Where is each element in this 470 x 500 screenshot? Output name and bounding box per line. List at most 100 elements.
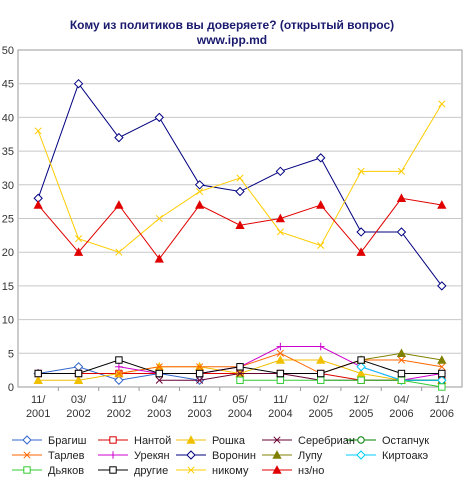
legend-label: Тарлев (48, 450, 85, 462)
data-point (195, 369, 204, 378)
legend-label: другие (134, 465, 168, 477)
data-point-stroke (155, 363, 163, 371)
data-point (235, 186, 245, 197)
x-tick-label: 11/2003 (187, 394, 211, 420)
x-tick-label: 11/2006 (430, 394, 454, 420)
legend-item: Воронин (176, 450, 256, 462)
data-point-stroke (276, 349, 284, 357)
y-axis: 0 5 10 15 20 25 30 35 40 45 50 (2, 45, 14, 394)
data-point (114, 132, 124, 143)
data-point-stroke (236, 174, 244, 182)
data-point (194, 180, 205, 190)
data-point (317, 369, 325, 378)
legend-marker-stroke (23, 451, 31, 459)
data-point-stroke (155, 214, 163, 223)
x-tick-label: 04/2006 (389, 394, 413, 420)
legend-marker (272, 450, 282, 459)
data-point (196, 187, 204, 196)
data-point-stroke (357, 167, 365, 175)
data-point (437, 281, 447, 291)
data-point-stroke (438, 100, 446, 108)
data-point (74, 369, 83, 378)
data-point-stroke (196, 187, 204, 196)
legend-marker (23, 466, 31, 474)
data-point (397, 356, 406, 364)
x-tick-label: 11/2002 (107, 394, 131, 420)
data-point (276, 349, 284, 357)
data-point (155, 363, 163, 371)
data-point-stroke (196, 363, 204, 371)
legend-marker (22, 435, 32, 445)
legend-marker (109, 451, 117, 459)
x-tick-label: 05/2004 (228, 394, 252, 420)
y-tick-label: 45 (2, 79, 14, 91)
data-point (438, 369, 446, 378)
y-tick-label: 10 (2, 315, 14, 327)
legend-label: Серебриан (298, 435, 355, 447)
data-point (438, 100, 446, 108)
data-point (196, 363, 204, 371)
y-tick-label: 30 (2, 180, 14, 192)
legend-label: Воронин (212, 450, 256, 462)
data-point (437, 355, 447, 364)
plot-area (17, 49, 463, 388)
legend-marker (186, 450, 196, 460)
data-point (438, 363, 446, 371)
data-point (397, 167, 406, 175)
legend-label: Брагиш (48, 435, 87, 447)
data-point (73, 247, 84, 256)
legend-marker (109, 436, 117, 444)
legend-label: Рошка (212, 435, 246, 447)
data-point-stroke (397, 356, 406, 364)
series-10 (236, 376, 446, 391)
data-point (357, 167, 365, 175)
legend-item: Брагиш (12, 435, 87, 447)
data-point (154, 112, 164, 123)
series-line (240, 379, 442, 388)
legend-item: Нантой (98, 435, 171, 447)
data-point (33, 375, 43, 384)
data-point-stroke (155, 376, 163, 384)
legend-marker (357, 436, 365, 444)
legend-item: никому (176, 465, 249, 477)
data-point-stroke (317, 241, 325, 250)
series-7 (33, 78, 447, 291)
chart-subtitle: www.ipp.md (196, 33, 267, 47)
data-point (34, 127, 42, 135)
legend-marker (186, 435, 196, 444)
legend-item: другие (98, 465, 168, 477)
chart-title: Кому из политиков вы доверяете? (открыты… (70, 18, 394, 32)
legend-marker (187, 466, 195, 474)
data-point (438, 383, 446, 391)
y-tick-label: 15 (2, 281, 14, 293)
y-tick-label: 0 (8, 382, 14, 394)
data-point (155, 369, 163, 378)
data-point (236, 369, 244, 378)
data-point (115, 248, 123, 256)
legend-label: Лупу (298, 450, 323, 462)
series-11 (34, 356, 446, 378)
y-tick-label: 40 (2, 112, 14, 124)
data-point (276, 342, 285, 351)
data-point (115, 356, 123, 364)
x-axis: 11/2001 03/2002 11/2002 04/2003 11/2003 05/20… (26, 387, 454, 420)
data-point-stroke (115, 248, 123, 256)
data-point (357, 376, 365, 384)
data-point (115, 362, 123, 371)
legend-label: Нантой (134, 435, 171, 447)
data-point-stroke (276, 228, 284, 236)
legend-item: Тарлев (12, 450, 85, 462)
legend-label: Дьяков (48, 465, 84, 477)
legend-item: Лупу (262, 450, 323, 462)
legend-item: Киртоакэ (346, 450, 429, 462)
legend-marker (356, 450, 366, 460)
data-point (316, 355, 326, 364)
data-point-stroke (74, 235, 83, 243)
data-point (396, 193, 407, 202)
data-point (356, 227, 366, 237)
data-point-stroke (196, 376, 204, 384)
legend-marker (272, 465, 282, 474)
data-point (316, 342, 325, 351)
data-point (276, 376, 285, 384)
data-point-stroke (236, 369, 244, 378)
